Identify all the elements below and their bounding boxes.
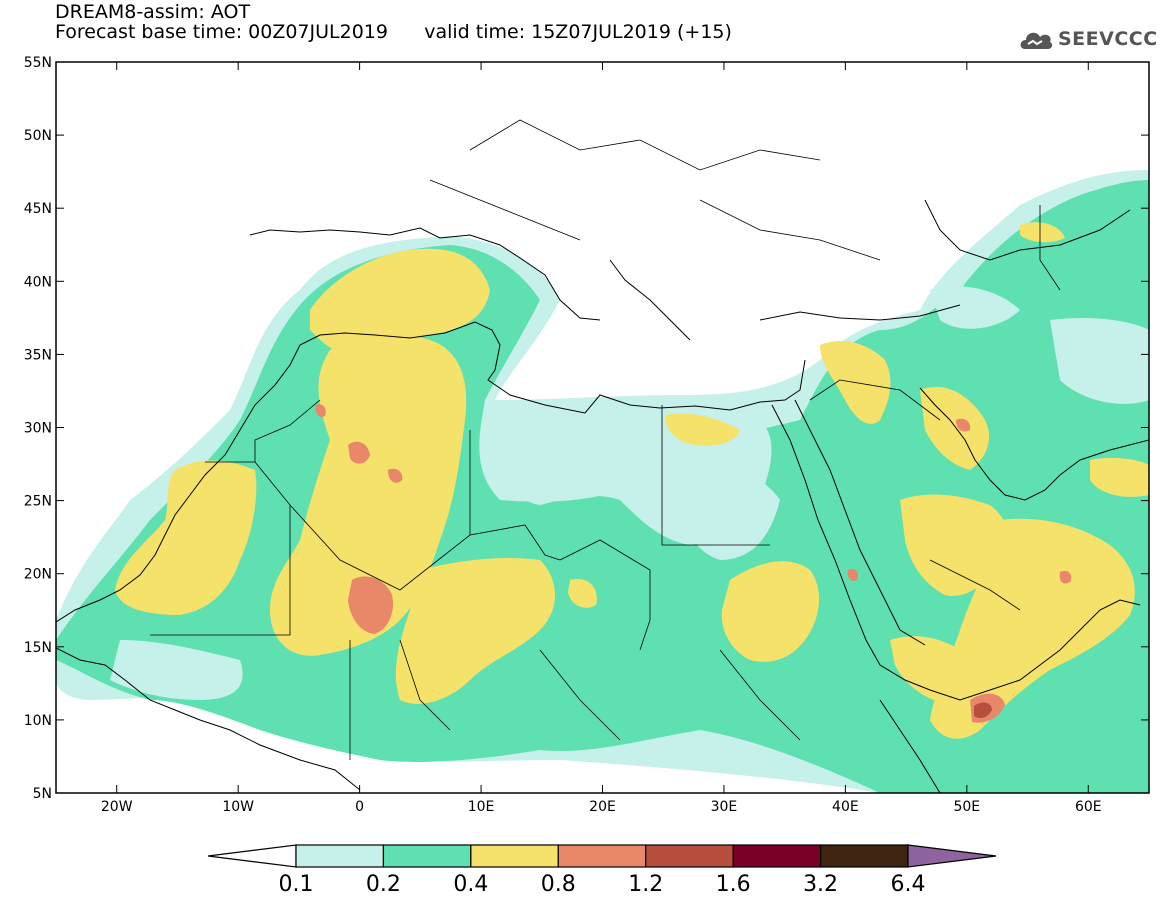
colorbar-label: 6.4 — [891, 872, 926, 897]
map-title: DREAM8-assim: AOT — [55, 1, 251, 23]
lat-tick-label: 10N — [24, 713, 52, 729]
lat-tick-label: 55N — [24, 55, 52, 71]
colorbar-box — [295, 844, 385, 868]
lat-tick-label: 30N — [24, 421, 52, 437]
colorbar-box — [470, 844, 559, 868]
coastlines — [56, 199, 1149, 793]
country-borders — [150, 119, 1061, 760]
lon-tick-label: 0 — [355, 799, 364, 815]
lat-tick-label: 40N — [24, 274, 52, 290]
lat-tick-label: 20N — [24, 567, 52, 583]
colorbar-label: 0.2 — [366, 872, 401, 897]
colorbar-box — [645, 844, 734, 868]
aot-contour-0.4 — [115, 222, 1149, 739]
seevccc-logo: SEEVCCC — [1018, 22, 1158, 56]
aot-contour-1.2 — [974, 702, 992, 718]
colorbar-box — [819, 844, 909, 868]
forecast-times: Forecast base time: 00Z07JUL2019 valid t… — [55, 22, 732, 42]
lon-tick-label: 20W — [101, 799, 133, 815]
cloud-icon — [1020, 32, 1053, 49]
colorbar-label: 3.2 — [803, 872, 838, 897]
lon-tick-label: 20E — [589, 799, 616, 815]
lon-tick-label: 40E — [832, 799, 859, 815]
base-time-label: Forecast base time: 00Z07JUL2019 — [55, 21, 388, 43]
colorbar-label: 0.1 — [279, 872, 314, 897]
colorbar-label: 1.2 — [628, 872, 663, 897]
lon-tick-label: 50E — [953, 799, 980, 815]
lon-tick-label: 10E — [468, 799, 495, 815]
colorbar-box — [382, 844, 472, 868]
lon-axis: 20W 10W 0 10E 20E 30E 40E 50E 60E — [101, 62, 1102, 815]
colorbar-box — [557, 844, 647, 868]
logo-text: SEEVCCC — [1058, 28, 1158, 50]
valid-time-label: valid time: 15Z07JUL2019 (+15) — [424, 21, 732, 43]
lat-tick-label: 5N — [33, 786, 52, 802]
lat-tick-label: 25N — [24, 494, 52, 510]
colorbar: 0.1 0.2 0.4 0.8 1.2 1.6 3.2 6.4 — [207, 844, 997, 897]
colorbar-label: 0.4 — [453, 872, 488, 897]
colorbar-label: 0.8 — [541, 872, 576, 897]
lat-tick-label: 35N — [24, 347, 52, 363]
colorbar-high-arrow — [907, 844, 997, 868]
colorbar-box — [732, 844, 822, 868]
aot-field — [56, 119, 1149, 793]
lon-tick-label: 60E — [1075, 799, 1102, 815]
lat-tick-label: 45N — [24, 201, 52, 217]
lon-tick-label: 30E — [711, 799, 738, 815]
lat-axis: 55N 50N 45N 40N 35N 30N 25N 20N 15N 10N 5N — [24, 55, 1149, 802]
colorbar-label: 1.6 — [716, 872, 751, 897]
colorbar-low-arrow — [207, 844, 297, 868]
lon-tick-label: 10W — [222, 799, 254, 815]
lat-tick-label: 15N — [24, 640, 52, 656]
lat-tick-label: 50N — [24, 128, 52, 144]
